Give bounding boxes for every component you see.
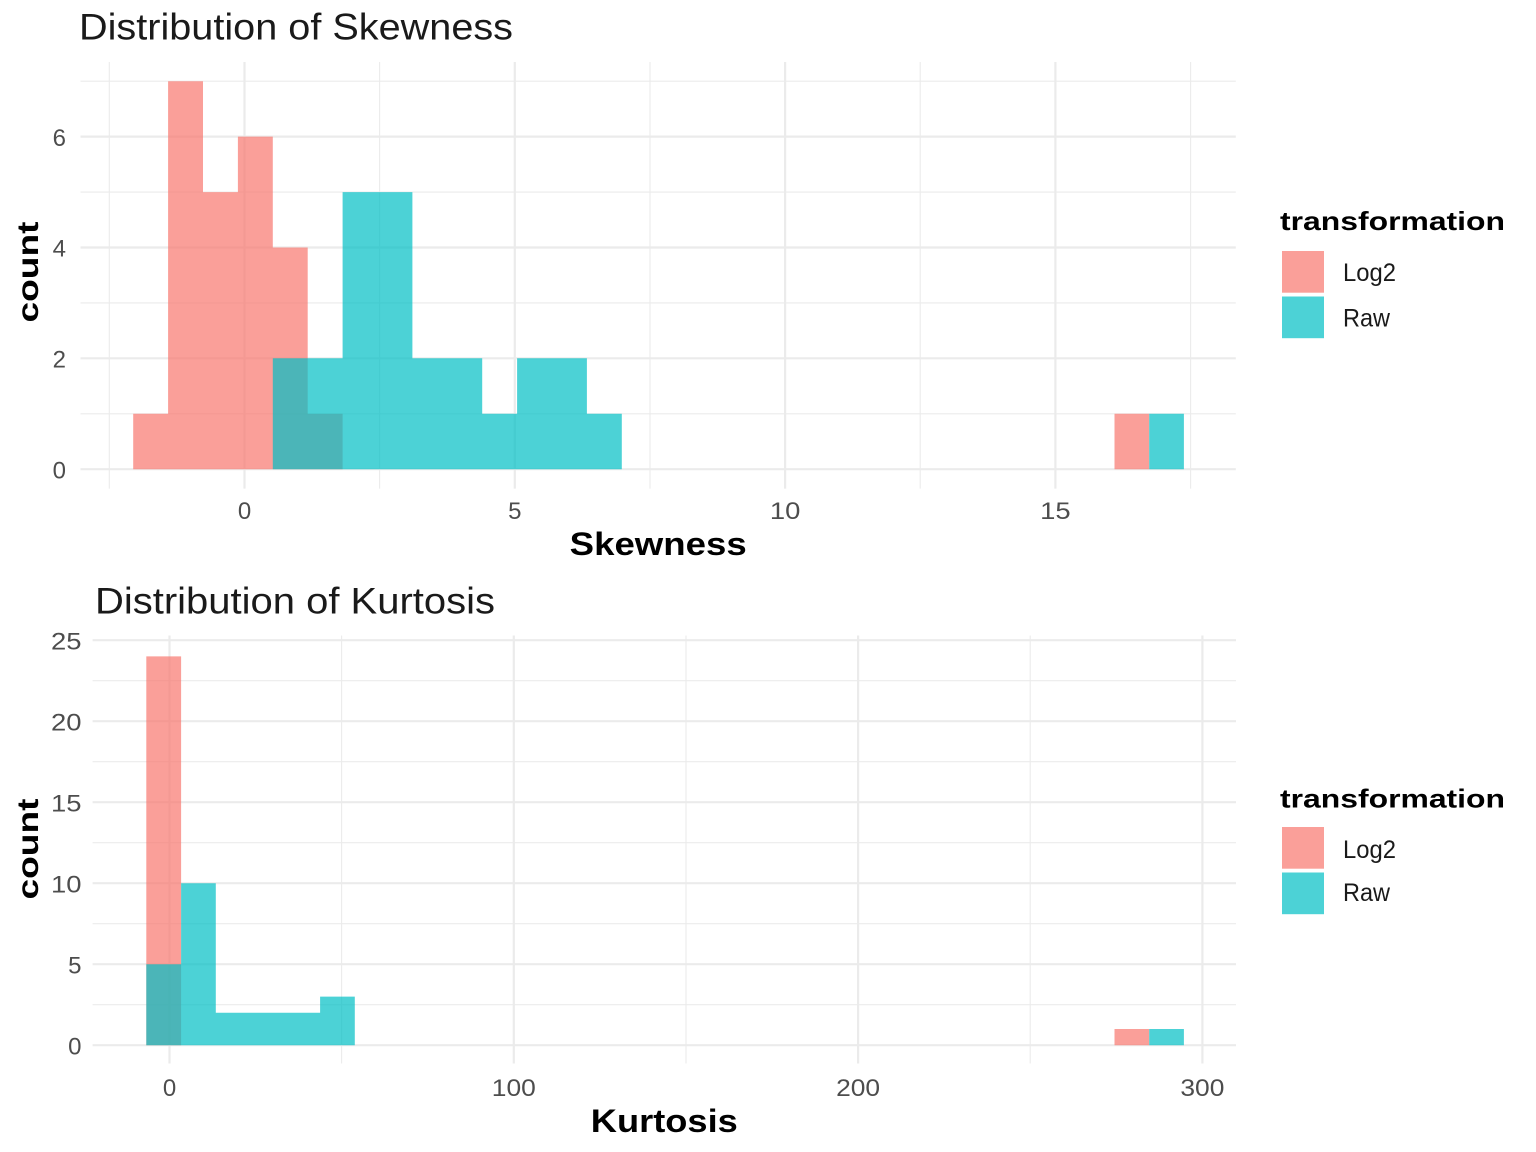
svg-text:15: 15 — [51, 790, 82, 817]
svg-text:5: 5 — [508, 498, 521, 525]
svg-text:0: 0 — [163, 1075, 176, 1102]
svg-text:20: 20 — [51, 709, 82, 736]
svg-text:15: 15 — [1040, 498, 1071, 525]
svg-text:Skewness: Skewness — [570, 526, 747, 562]
svg-text:100: 100 — [492, 1075, 536, 1102]
svg-text:25: 25 — [51, 628, 82, 655]
svg-text:count: count — [12, 221, 45, 322]
svg-text:10: 10 — [51, 871, 82, 898]
svg-text:transformation: transformation — [1280, 784, 1505, 814]
svg-text:10: 10 — [770, 498, 801, 525]
svg-text:6: 6 — [53, 125, 66, 152]
svg-text:2: 2 — [53, 347, 66, 374]
svg-text:4: 4 — [53, 236, 66, 263]
svg-text:Log2: Log2 — [1343, 259, 1396, 287]
svg-text:Raw: Raw — [1343, 305, 1391, 333]
svg-text:200: 200 — [836, 1075, 880, 1102]
svg-text:5: 5 — [68, 952, 81, 979]
svg-text:count: count — [12, 798, 45, 899]
svg-text:transformation: transformation — [1280, 206, 1505, 236]
svg-text:Distribution of Kurtosis: Distribution of Kurtosis — [95, 581, 495, 622]
svg-text:0: 0 — [238, 498, 251, 525]
svg-text:Log2: Log2 — [1343, 836, 1396, 864]
svg-text:Distribution of Skewness: Distribution of Skewness — [79, 7, 513, 48]
svg-text:0: 0 — [68, 1033, 81, 1060]
svg-text:300: 300 — [1180, 1075, 1224, 1102]
svg-text:Raw: Raw — [1343, 879, 1391, 907]
svg-text:0: 0 — [53, 457, 66, 484]
svg-text:Kurtosis: Kurtosis — [591, 1103, 738, 1139]
